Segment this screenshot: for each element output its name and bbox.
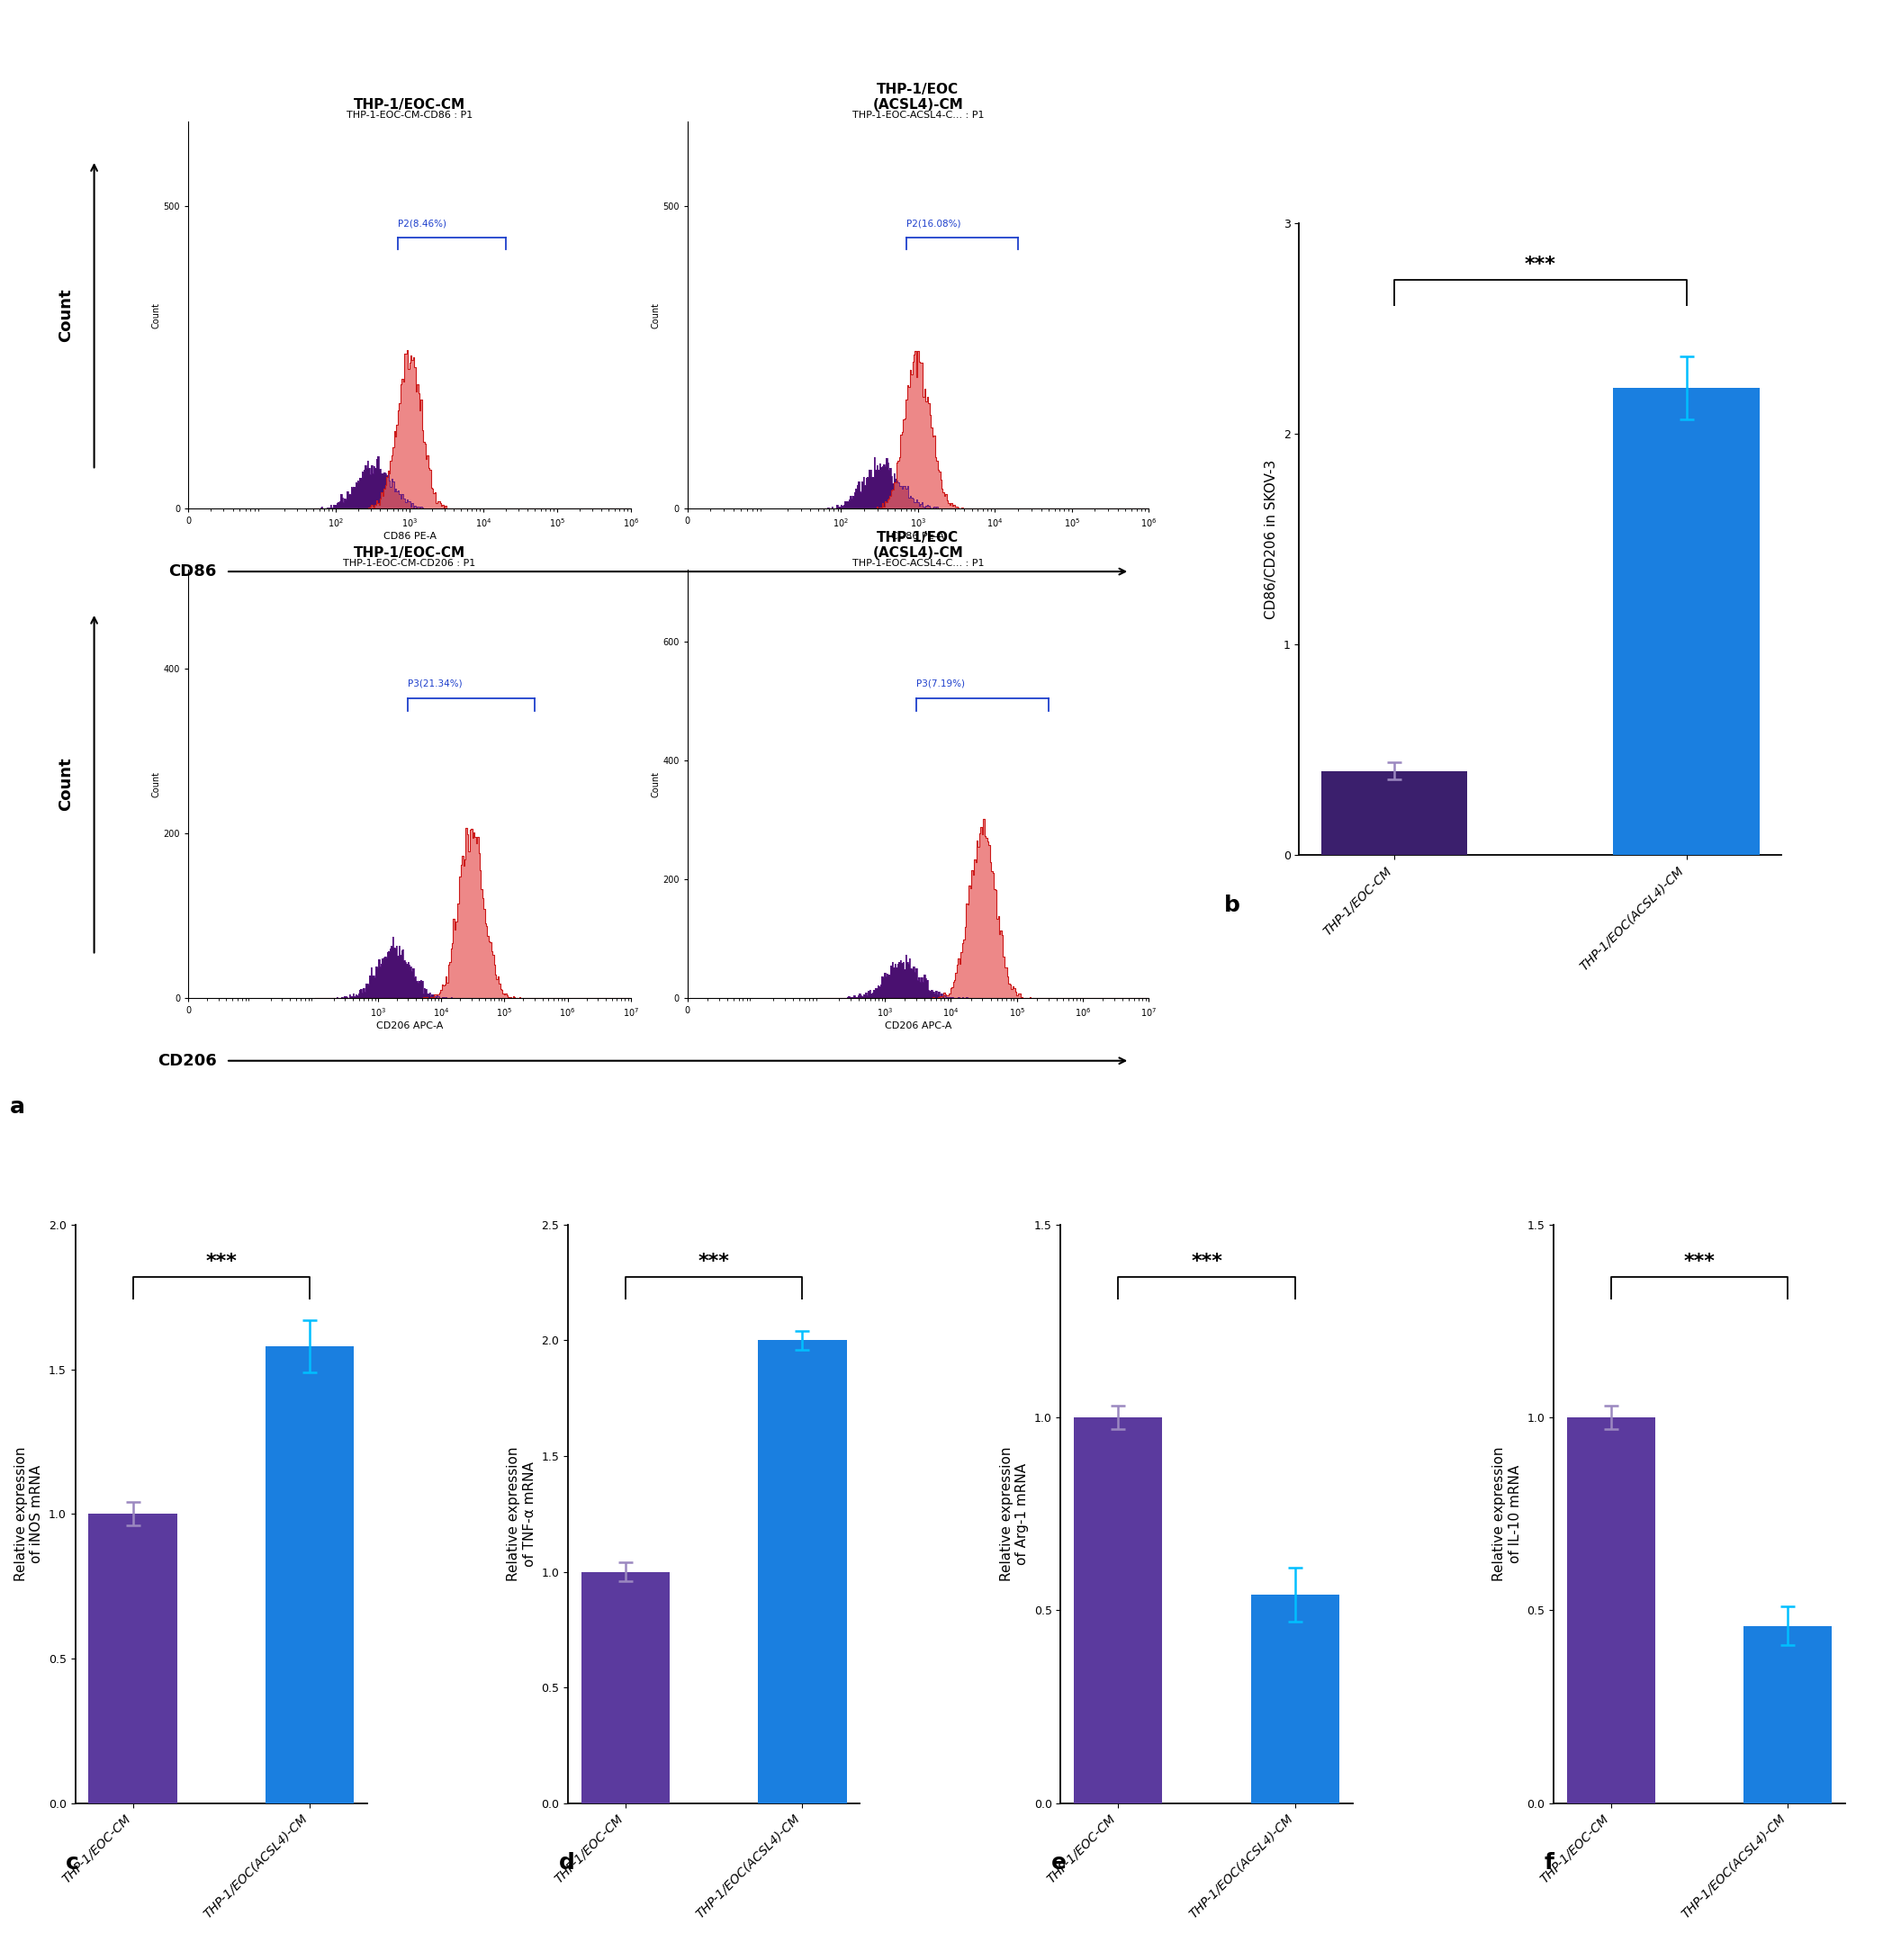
- Text: P2(16.08%): P2(16.08%): [906, 220, 960, 227]
- Text: THP-1/EOC-CM: THP-1/EOC-CM: [354, 98, 465, 112]
- Title: THP-1-EOC-ACSL4-C... : P1: THP-1-EOC-ACSL4-C... : P1: [851, 559, 985, 568]
- Y-axis label: Count: Count: [153, 770, 162, 798]
- Text: THP-1/EOC-CM: THP-1/EOC-CM: [354, 547, 465, 561]
- Bar: [759, 1341, 847, 1803]
- Text: d: d: [559, 1852, 574, 1874]
- Text: f: f: [1544, 1852, 1553, 1874]
- Bar: [1614, 388, 1759, 855]
- Text: c: c: [66, 1852, 79, 1874]
- Bar: [1322, 770, 1467, 855]
- Text: THP-1/EOC
(ACSL4)-CM: THP-1/EOC (ACSL4)-CM: [872, 82, 964, 112]
- Bar: [1744, 1625, 1832, 1803]
- Text: P3(21.34%): P3(21.34%): [409, 678, 463, 688]
- Text: ***: ***: [699, 1252, 731, 1270]
- Y-axis label: Relative expression
of TNF-α mRNA: Relative expression of TNF-α mRNA: [507, 1446, 537, 1582]
- Y-axis label: Relative expression
of Arg-1 mRNA: Relative expression of Arg-1 mRNA: [1000, 1446, 1028, 1582]
- Y-axis label: Count: Count: [652, 302, 661, 327]
- Bar: [1567, 1417, 1655, 1803]
- Y-axis label: Relative expression
of IL-10 mRNA: Relative expression of IL-10 mRNA: [1493, 1446, 1521, 1582]
- Y-axis label: CD86/CD206 in SKOV-3: CD86/CD206 in SKOV-3: [1265, 461, 1279, 619]
- Text: b: b: [1224, 894, 1241, 915]
- Text: THP-1/EOC
(ACSL4)-CM: THP-1/EOC (ACSL4)-CM: [872, 531, 964, 561]
- X-axis label: CD206 APC-A: CD206 APC-A: [885, 1021, 951, 1031]
- Bar: [89, 1513, 177, 1803]
- Text: CD206: CD206: [158, 1053, 217, 1068]
- Text: Count: Count: [58, 288, 73, 341]
- Text: ***: ***: [205, 1252, 237, 1270]
- Bar: [582, 1572, 670, 1803]
- Text: a: a: [9, 1096, 24, 1117]
- Text: P3(7.19%): P3(7.19%): [917, 678, 966, 688]
- Text: ***: ***: [1525, 257, 1555, 274]
- Bar: [1073, 1417, 1162, 1803]
- Text: Count: Count: [58, 757, 73, 811]
- Title: THP-1-EOC-CM-CD86 : P1: THP-1-EOC-CM-CD86 : P1: [346, 110, 473, 120]
- Text: e: e: [1051, 1852, 1066, 1874]
- X-axis label: CD206 APC-A: CD206 APC-A: [377, 1021, 443, 1031]
- Bar: [1250, 1595, 1339, 1803]
- Y-axis label: Count: Count: [652, 770, 661, 798]
- Y-axis label: Count: Count: [153, 302, 162, 327]
- Title: THP-1-EOC-ACSL4-C... : P1: THP-1-EOC-ACSL4-C... : P1: [851, 110, 985, 120]
- Y-axis label: Relative expression
of iNOS mRNA: Relative expression of iNOS mRNA: [15, 1446, 43, 1582]
- Text: P2(8.46%): P2(8.46%): [397, 220, 446, 227]
- Bar: [266, 1347, 354, 1803]
- Text: ***: ***: [1190, 1252, 1222, 1270]
- X-axis label: CD86 PE-A: CD86 PE-A: [891, 531, 945, 541]
- Text: CD86: CD86: [168, 563, 217, 580]
- Text: ***: ***: [1683, 1252, 1715, 1270]
- X-axis label: CD86 PE-A: CD86 PE-A: [382, 531, 437, 541]
- Title: THP-1-EOC-CM-CD206 : P1: THP-1-EOC-CM-CD206 : P1: [343, 559, 476, 568]
